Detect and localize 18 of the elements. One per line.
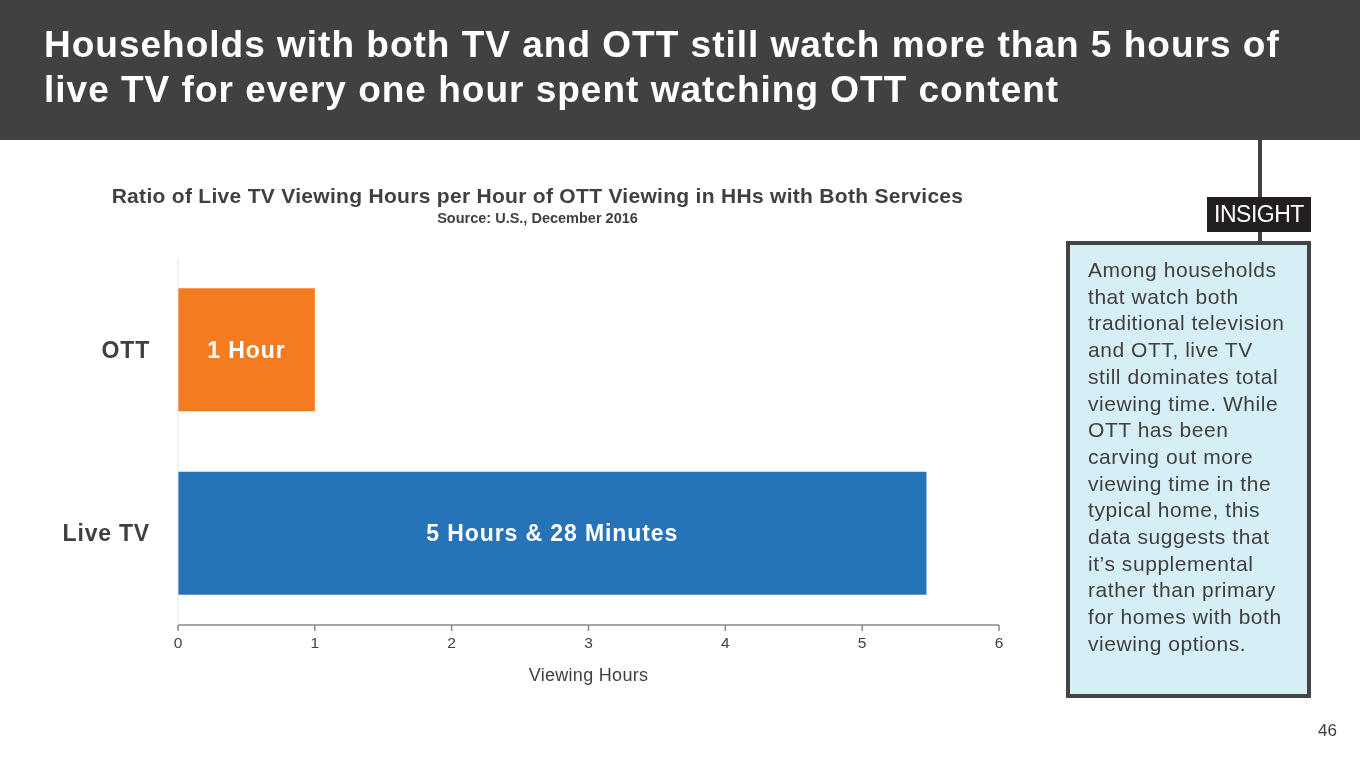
x-tick-label: 4: [721, 634, 731, 652]
x-tick-label: 1: [310, 634, 320, 652]
y-tick-label: OTT: [101, 336, 150, 363]
text: 46: [1317, 721, 1337, 741]
data-label: 5 Hours & 28 Minutes: [426, 520, 679, 547]
source-note: Source: U.S., December 2016: [436, 210, 639, 226]
x-tick-label: 6: [994, 634, 1004, 652]
chart-title: Households with both TV and OTT still watch more than 5 hours of live TV for every one hour spent watching OTT content: [44, 23, 1281, 112]
y-tick-label: Live TV: [62, 520, 150, 547]
x-tick-label: 2: [447, 634, 456, 652]
chart-subtitle: Ratio of Live TV Viewing Hours per Hour of OTT Viewing in HHs with Both Services: [110, 184, 965, 208]
data-label: 1 Hour: [207, 336, 286, 363]
text: INSIGHT: [1207, 197, 1311, 232]
x-tick-label: 0: [173, 634, 183, 652]
x-tick-label: 3: [584, 634, 593, 652]
x-tick-label: 5: [857, 634, 867, 652]
x-axis-title: Viewing Hours: [528, 665, 649, 685]
text: Among households that watch both traditional television and OTT, live TV still dominates total viewing time. While OTT has been carving out more viewing time in the typical home, this data suggests that it’s supplemental rather than primary for homes with both viewing options.: [1088, 258, 1285, 655]
